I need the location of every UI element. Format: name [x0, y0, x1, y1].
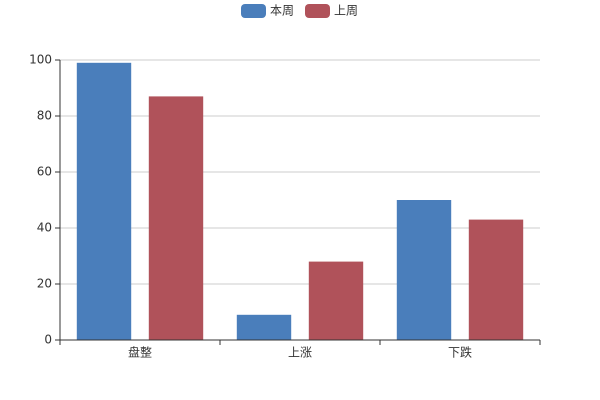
y-tick-label: 80 [37, 109, 52, 123]
legend-label[interactable]: 上周 [334, 4, 358, 18]
x-tick-label: 盘整 [128, 345, 152, 360]
legend-swatch[interactable] [241, 4, 266, 18]
y-tick-label: 60 [37, 165, 52, 179]
bar [148, 96, 204, 341]
bar [236, 314, 292, 340]
bar [308, 261, 364, 340]
bar [76, 62, 132, 341]
y-tick-label: 40 [37, 221, 52, 235]
y-tick-label: 100 [29, 53, 52, 67]
y-tick-label: 0 [44, 333, 52, 347]
legend-swatch[interactable] [305, 4, 330, 18]
x-tick-label: 上涨 [288, 345, 312, 360]
bar [468, 219, 524, 340]
x-tick-label: 下跌 [448, 345, 472, 360]
legend-label[interactable]: 本周 [270, 4, 294, 18]
y-tick-label: 20 [37, 277, 52, 291]
bar [396, 200, 452, 340]
